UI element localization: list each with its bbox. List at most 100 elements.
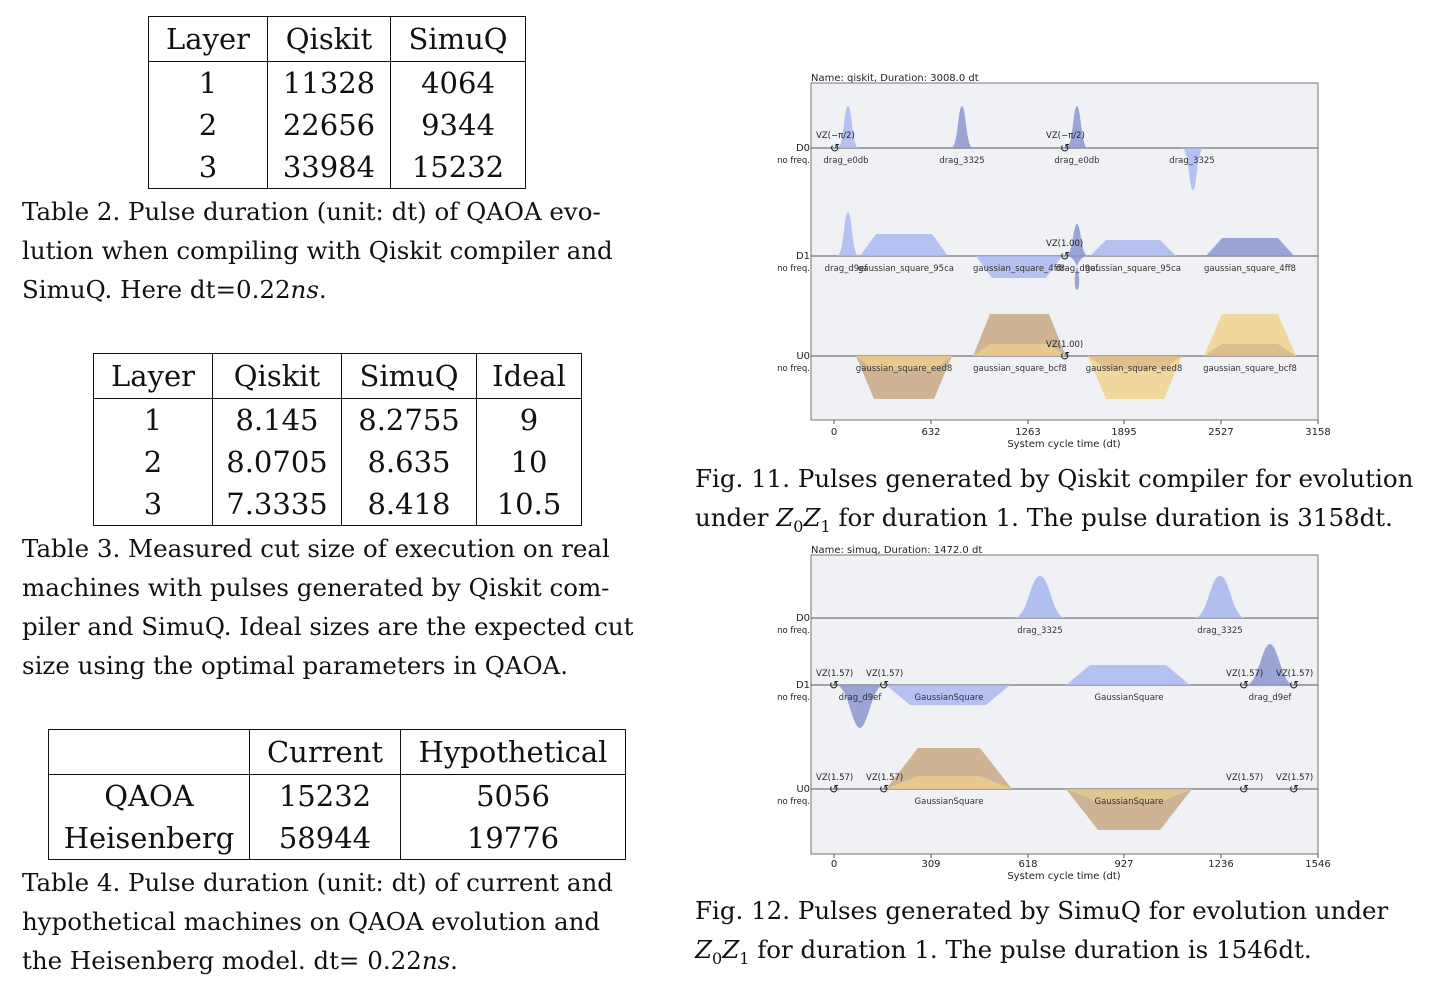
vz-arrow-icon: ↺ <box>1060 141 1070 155</box>
caption-line: machines with pulses generated by Qiskit… <box>22 573 610 602</box>
pulse-label: drag_3325 <box>1169 156 1214 166</box>
table-cell: 8.2755 <box>341 398 477 441</box>
figure-title: Name: qiskit, Duration: 3008.0 dt <box>811 73 979 84</box>
table-header: Layer <box>93 353 213 399</box>
pulse-gaussian-square <box>1204 344 1296 356</box>
freq-label: no freq. <box>777 264 810 274</box>
vz-arrow-icon: ↺ <box>1060 249 1070 263</box>
table-row: 1 8.145 8.2755 9 <box>93 398 582 441</box>
pulse-label: GaussianSquare <box>1095 797 1164 807</box>
pulse-gaussian-square <box>1206 238 1294 256</box>
pulse-drag <box>837 212 859 256</box>
pulse-gaussian-square <box>1066 665 1190 685</box>
caption-line: size using the optimal parameters in QAO… <box>22 651 569 680</box>
math-z: Z <box>695 935 713 964</box>
vz-label: VZ(1.57) <box>866 773 903 783</box>
x-tick-label: 1895 <box>1111 427 1136 438</box>
pulse-label: drag_3325 <box>939 156 984 166</box>
vz-label: VZ(1.57) <box>816 669 853 679</box>
table-cell: 10 <box>476 441 582 483</box>
pulse-label: drag_d9ef <box>825 264 869 274</box>
caption-end: . <box>450 946 458 975</box>
channel-label-d1: D1 <box>796 251 810 262</box>
pulse-label: drag_3325 <box>1197 626 1242 636</box>
table-cell: 1 <box>148 61 268 104</box>
caption-line: SimuQ. Here dt=0.22ns. <box>22 270 613 309</box>
table-cell: 9344 <box>390 104 526 146</box>
channel-label-d0: D0 <box>796 143 810 154</box>
caption-line: Table 2. Pulse duration (unit: dt) of QA… <box>22 197 601 226</box>
plot-area <box>810 554 1319 855</box>
pulse-label: gaussian_square_bcf8 <box>1203 364 1297 374</box>
math-z: Z <box>803 503 821 532</box>
vz-arrow-icon: ↺ <box>1060 349 1070 363</box>
x-axis-label: System cycle time (dt) <box>1007 439 1120 450</box>
pulse-label: drag_e0db <box>1054 156 1099 166</box>
vz-label: VZ(−π/2) <box>1046 131 1085 141</box>
x-tick-label: 1546 <box>1305 859 1330 870</box>
pulse-label: drag_d9ef <box>1056 264 1100 274</box>
pulse-gaussian-square <box>976 256 1062 278</box>
math-sub: 1 <box>739 948 750 968</box>
vz-label: VZ(1.57) <box>1276 669 1313 679</box>
table-header: SimuQ <box>341 353 477 399</box>
table-cell: 7.3335 <box>212 483 342 526</box>
unit-text: ns <box>290 275 319 304</box>
table-cell: 15232 <box>390 146 526 189</box>
pulse-gaussian-square <box>1090 240 1176 256</box>
channel-label-d1: D1 <box>796 680 810 691</box>
table-2-caption: Table 2. Pulse duration (unit: dt) of QA… <box>22 192 613 309</box>
pulse-label: GaussianSquare <box>915 693 984 703</box>
figure-12-caption: Fig. 12. Pulses generated by SimuQ for e… <box>695 891 1388 978</box>
channel-label-d0: D0 <box>796 613 810 624</box>
table-cell: 8.145 <box>212 398 342 441</box>
pulse-drag <box>1246 644 1294 685</box>
caption-text: for duration 1. The pulse duration is 31… <box>830 503 1393 532</box>
x-tick-label: 0 <box>831 859 837 870</box>
channel-label-u0: U0 <box>796 351 810 362</box>
vz-arrow-icon: ↺ <box>879 782 889 796</box>
table-4-caption: Table 4. Pulse duration (unit: dt) of cu… <box>22 863 613 980</box>
vz-label: VZ(1.57) <box>1226 773 1263 783</box>
pulse-drag <box>951 106 973 148</box>
x-tick-label: 2527 <box>1208 427 1233 438</box>
table-cell: 58944 <box>249 817 401 860</box>
pulse-label: drag_3325 <box>1017 626 1062 636</box>
x-tick-label: 309 <box>921 859 940 870</box>
freq-label: no freq. <box>777 797 810 807</box>
table-cell: 33984 <box>267 146 391 189</box>
table-cell: 1 <box>93 398 213 441</box>
vz-arrow-icon: ↺ <box>830 141 840 155</box>
caption-line: the Heisenberg model. dt= 0.22ns. <box>22 941 613 980</box>
table-cell: 9 <box>476 398 582 441</box>
x-tick-label: 1236 <box>1208 859 1233 870</box>
pulse-label: GaussianSquare <box>1095 693 1164 703</box>
pulse-gaussian-square <box>860 234 948 256</box>
vz-arrow-icon: ↺ <box>829 678 839 692</box>
pulse-gaussian-square <box>1088 356 1182 399</box>
pulse-gaussian-square <box>973 344 1066 356</box>
x-tick-label: 3158 <box>1305 427 1330 438</box>
caption-line: Z0Z1 for duration 1. The pulse duration … <box>695 930 1388 978</box>
table-4: Current Hypothetical QAOA 15232 5056 Hei… <box>48 729 626 860</box>
table-row: Heisenberg 58944 19776 <box>48 817 626 860</box>
pulse-label: drag_d9ef <box>1249 693 1293 703</box>
table-header: Hypothetical <box>400 729 626 775</box>
x-axis: 0 309 618 927 1236 1546 <box>831 854 1331 870</box>
pulse-label: gaussian_square_bcf8 <box>973 364 1067 374</box>
pulse-drag <box>1194 576 1246 618</box>
freq-label: no freq. <box>777 364 810 374</box>
pulse-label: gaussian_square_4ff8 <box>973 264 1065 274</box>
pulse-label: gaussian_square_eed8 <box>856 364 953 374</box>
table-header: Qiskit <box>267 16 391 62</box>
x-tick-label: 927 <box>1114 859 1133 870</box>
caption-line: hypothetical machines on QAOA evolution … <box>22 907 601 936</box>
table-cell: 8.0705 <box>212 441 342 483</box>
caption-text: for duration 1. The pulse duration is 15… <box>749 935 1312 964</box>
caption-line: Fig. 12. Pulses generated by SimuQ for e… <box>695 896 1389 925</box>
table-header-row: Layer Qiskit SimuQ <box>148 16 526 62</box>
vz-label: VZ(1.57) <box>866 669 903 679</box>
freq-label: no freq. <box>777 693 810 703</box>
table-header: Layer <box>148 16 268 62</box>
pulse-drag <box>1066 224 1088 290</box>
